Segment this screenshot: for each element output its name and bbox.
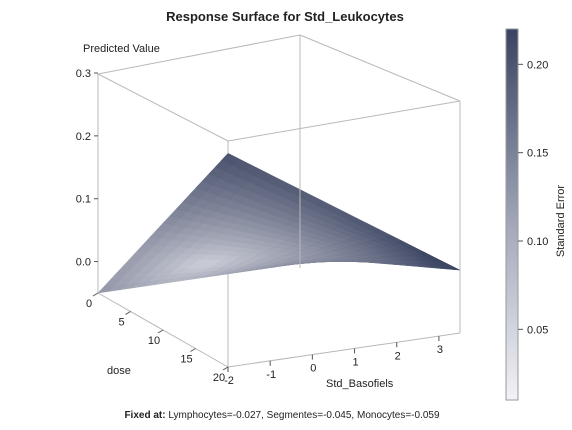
back-top-edge-left	[98, 74, 228, 141]
x-tick-mark	[158, 330, 163, 333]
y-axis-label: Std_Basofiels	[326, 378, 394, 390]
x-tick-label: 15	[180, 354, 192, 366]
top-edge-right	[300, 35, 460, 101]
colorbar-tick-label: 0.20	[527, 59, 548, 71]
z-axis-ticks: 0.0 0.1 0.2 0.3	[76, 68, 98, 269]
x-tick-mark	[126, 312, 131, 315]
x-tick-mark	[223, 367, 228, 370]
colorbar-tick-label: 0.05	[527, 324, 548, 336]
y-tick-label: 1	[352, 356, 358, 368]
floor-edge-right	[228, 333, 460, 367]
colorbar-gradient	[506, 29, 518, 400]
y-tick-label: 3	[437, 344, 443, 356]
colorbar-tick-label: 0.15	[527, 148, 548, 160]
footnote-label: Fixed at:	[124, 410, 165, 421]
footnote-text: Lymphocytes=-0.027, Segmentes=-0.045, Mo…	[166, 410, 440, 421]
y-tick-label: 2	[395, 350, 401, 362]
z-tick-label: 0.2	[76, 131, 91, 143]
x-tick-mark	[191, 349, 196, 352]
colorbar-label: Standard Error	[555, 185, 567, 257]
x-tick-label: 5	[118, 317, 124, 329]
colorbar-tick-label: 0.10	[527, 236, 548, 248]
x-tick-label: 10	[148, 335, 160, 347]
x-axis-label: dose	[107, 365, 131, 377]
y-tick-label: -2	[224, 375, 234, 387]
y-tick-label: -1	[266, 369, 276, 381]
z-tick-label: 0.3	[76, 68, 91, 80]
surface	[98, 153, 460, 293]
back-top-edge-right	[228, 101, 460, 141]
x-tick-mark	[93, 293, 98, 296]
x-tick-label: 0	[86, 298, 92, 310]
chart-title: Response Surface for Std_Leukocytes	[166, 9, 404, 24]
y-tick-label: 0	[310, 363, 316, 375]
z-axis-label: Predicted Value	[83, 43, 160, 55]
z-tick-label: 0.0	[76, 257, 91, 269]
footnote: Fixed at: Lymphocytes=-0.027, Segmentes=…	[124, 410, 440, 421]
z-tick-label: 0.1	[76, 194, 91, 206]
colorbar-ticks: 0.05 0.10 0.15 0.20	[518, 59, 548, 336]
colorbar: 0.05 0.10 0.15 0.20 Standard Error	[506, 29, 567, 400]
